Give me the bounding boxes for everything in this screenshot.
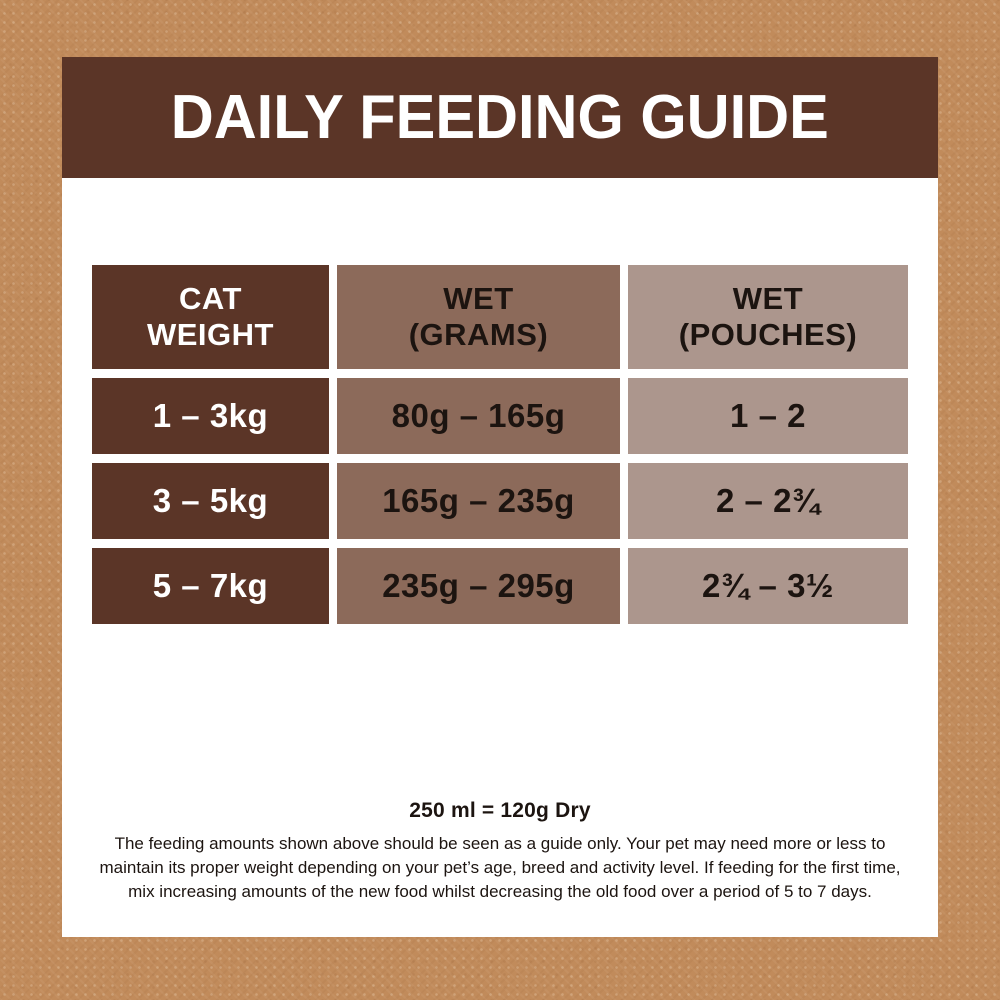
cell-cat-weight-row-3: 5 – 7kg <box>92 548 329 624</box>
dry-equivalence-text: 250 ml = 120g Dry <box>409 799 591 822</box>
feeding-note-line-2: maintain its proper weight depending on … <box>99 858 901 877</box>
cell-wet-pouches-row-3: 2¾ – 3½ <box>628 548 908 624</box>
column-header-cat-weight: CAT WEIGHT <box>92 265 329 369</box>
feeding-guide-panel: DAILY FEEDING GUIDE CAT WEIGHT WET (GRAM… <box>62 57 938 937</box>
title-band: DAILY FEEDING GUIDE <box>62 57 938 178</box>
cell-wet-pouches-row-2: 2 – 2¾ <box>628 463 908 539</box>
cell-cat-weight-row-1: 1 – 3kg <box>92 378 329 454</box>
page-title: DAILY FEEDING GUIDE <box>170 83 830 152</box>
cell-wet-grams-row-3: 235g – 295g <box>337 548 620 624</box>
cell-wet-pouches-row-1: 1 – 2 <box>628 378 908 454</box>
feeding-table: CAT WEIGHT WET (GRAMS) WET (POUCHES) 1 –… <box>92 265 908 624</box>
cell-wet-grams-row-2: 165g – 235g <box>337 463 620 539</box>
cell-wet-grams-row-1: 80g – 165g <box>337 378 620 454</box>
column-header-wet-grams: WET (GRAMS) <box>337 265 620 369</box>
feeding-note-line-3: mix increasing amounts of the new food w… <box>128 882 872 901</box>
column-header-wet-pouches: WET (POUCHES) <box>628 265 908 369</box>
cell-cat-weight-row-2: 3 – 5kg <box>92 463 329 539</box>
feeding-note-line-1: The feeding amounts shown above should b… <box>114 834 886 853</box>
footer-notes: 250 ml = 120g Dry The feeding amounts sh… <box>62 799 938 904</box>
